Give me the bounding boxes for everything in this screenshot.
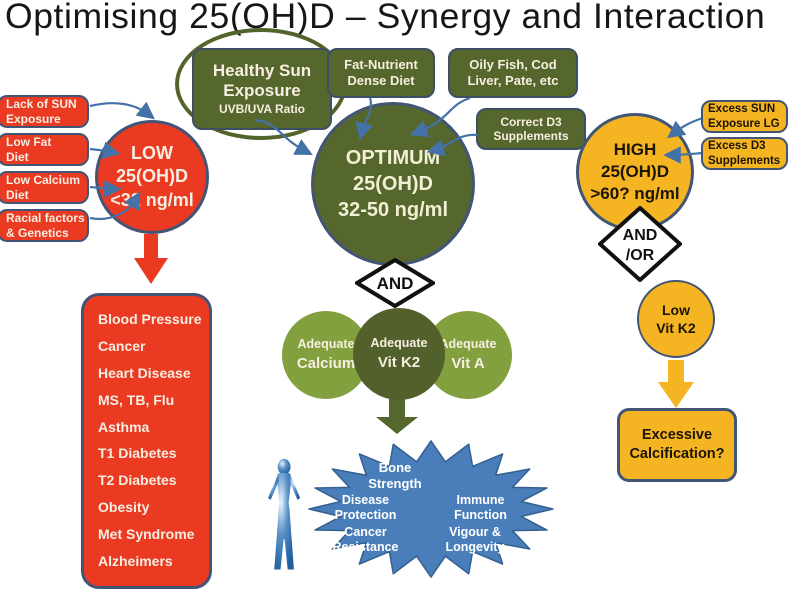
svg-text:AND: AND — [377, 274, 414, 293]
svg-text:/OR: /OR — [626, 247, 655, 264]
svg-text:AND: AND — [623, 227, 658, 244]
